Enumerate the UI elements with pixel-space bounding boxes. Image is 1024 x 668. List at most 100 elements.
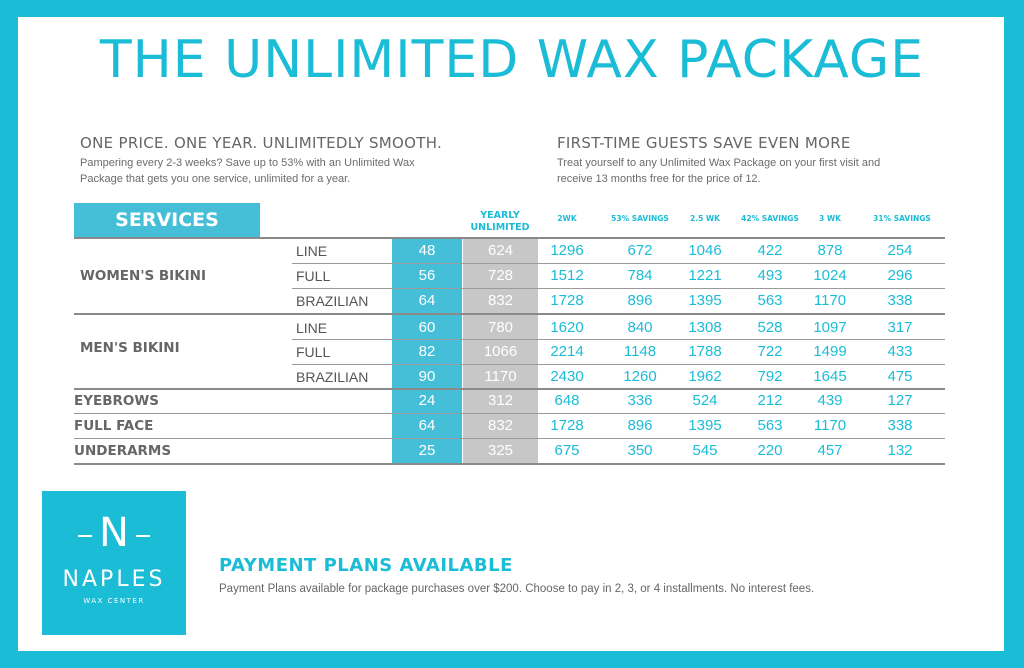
services-header: SERVICES: [74, 203, 260, 237]
yearly-cell: 312: [487, 392, 514, 409]
col-yearly-line1: YEARLY: [480, 210, 520, 221]
price-cell: 64: [418, 292, 436, 309]
3wk-cell: 1499: [813, 343, 847, 360]
yearly-cell: 780: [487, 319, 514, 336]
col-25wk: 2.5 WK: [690, 214, 720, 223]
row-rule: [292, 339, 945, 340]
naples-wax-center-logo: N NAPLES WAX CENTER: [42, 491, 186, 635]
category-mens-bikini: MEN'S BIKINI: [80, 340, 180, 356]
25wk-cell: 1221: [688, 267, 722, 284]
53-savings-cell: 1148: [623, 343, 657, 360]
25wk-cell: 1962: [688, 368, 722, 385]
31-savings-cell: 296: [887, 267, 913, 284]
category-eyebrows: EYEBROWS: [74, 393, 159, 409]
price-cell: 60: [418, 319, 436, 336]
2wk-cell: 648: [554, 392, 580, 409]
intro-left-line1: Pampering every 2-3 weeks? Save up to 53…: [80, 157, 415, 169]
42-savings-cell: 528: [757, 319, 783, 336]
25wk-cell: 1308: [688, 319, 722, 336]
2wk-cell: 1728: [550, 292, 584, 309]
intro-right-line1: Treat yourself to any Unlimited Wax Pack…: [557, 157, 881, 169]
category-womens-bikini: WOMEN'S BIKINI: [80, 268, 206, 284]
42-savings-cell: 792: [757, 368, 783, 385]
3wk-cell: 1024: [813, 267, 847, 284]
price-column-band: [392, 238, 462, 464]
53-savings-cell: 672: [627, 242, 653, 259]
category-underarms: UNDERARMS: [74, 443, 172, 459]
group-rule: [74, 313, 945, 315]
payment-plans-heading: PAYMENT PLANS AVAILABLE: [219, 555, 513, 576]
2wk-cell: 1728: [550, 417, 584, 434]
yearly-cell: 624: [487, 242, 514, 259]
logo-dash-right: [136, 535, 150, 537]
25wk-cell: 1788: [688, 343, 722, 360]
yearly-cell: 1066: [483, 343, 518, 360]
53-savings-cell: 350: [627, 442, 653, 459]
53-savings-cell: 784: [627, 267, 653, 284]
table-bottom-rule: [74, 463, 945, 465]
53-savings-cell: 1260: [623, 368, 657, 385]
col-2wk: 2WK: [557, 214, 577, 223]
3wk-cell: 1645: [813, 368, 847, 385]
col-yearly-unlimited: YEARLY UNLIMITED: [465, 210, 535, 234]
group-rule: [74, 388, 945, 390]
intro-left-line2: Package that gets you one service, unlim…: [80, 173, 351, 185]
logo-tagline: WAX CENTER: [83, 597, 145, 605]
42-savings-cell: 422: [757, 242, 783, 259]
row-rule: [74, 438, 945, 439]
2wk-cell: 2430: [550, 368, 584, 385]
53-savings-cell: 896: [627, 292, 653, 309]
53-savings-cell: 336: [627, 392, 653, 409]
row-rule: [74, 413, 945, 414]
col-42-savings: 42% SAVINGS: [741, 214, 799, 223]
25wk-cell: 1395: [688, 292, 722, 309]
intro-right-line2: receive 13 months free for the price of …: [557, 173, 761, 185]
42-savings-cell: 220: [757, 442, 783, 459]
yearly-cell: 325: [487, 442, 514, 459]
service-option: BRAZILIAN: [296, 369, 369, 385]
category-full-face: FULL FACE: [74, 418, 154, 434]
3wk-cell: 1170: [813, 417, 847, 434]
31-savings-cell: 127: [887, 392, 913, 409]
row-rule: [292, 288, 945, 289]
page-title: THE UNLIMITED WAX PACKAGE: [99, 30, 925, 90]
service-option: LINE: [296, 320, 328, 336]
service-option: BRAZILIAN: [296, 293, 369, 309]
2wk-cell: 1620: [550, 319, 584, 336]
42-savings-cell: 722: [757, 343, 783, 360]
3wk-cell: 1170: [813, 292, 847, 309]
row-rule: [292, 263, 945, 264]
2wk-cell: 1512: [550, 267, 584, 284]
25wk-cell: 545: [692, 442, 718, 459]
31-savings-cell: 317: [887, 319, 913, 336]
row-rule: [292, 364, 945, 365]
53-savings-cell: 896: [627, 417, 653, 434]
42-savings-cell: 493: [757, 267, 783, 284]
logo-letter: N: [99, 510, 129, 556]
3wk-cell: 439: [817, 392, 843, 409]
col-yearly-line2: UNLIMITED: [470, 222, 530, 233]
yearly-cell: 832: [487, 292, 514, 309]
31-savings-cell: 338: [887, 417, 913, 434]
31-savings-cell: 433: [887, 343, 913, 360]
25wk-cell: 1395: [688, 417, 722, 434]
31-savings-cell: 254: [887, 242, 913, 259]
2wk-cell: 675: [554, 442, 580, 459]
2wk-cell: 2214: [550, 343, 584, 360]
price-cell: 56: [418, 267, 436, 284]
col-31-savings: 31% SAVINGS: [873, 214, 931, 223]
yearly-cell: 728: [487, 267, 514, 284]
logo-name: NAPLES: [62, 567, 166, 592]
53-savings-cell: 840: [627, 319, 653, 336]
price-cell: 24: [418, 392, 436, 409]
service-option: FULL: [296, 344, 331, 360]
service-option: FULL: [296, 268, 331, 284]
price-cell: 82: [418, 343, 436, 360]
yearly-cell: 832: [487, 417, 514, 434]
3wk-cell: 878: [817, 242, 843, 259]
yearly-cell: 1170: [484, 368, 517, 385]
25wk-cell: 1046: [688, 242, 722, 259]
col-53-savings: 53% SAVINGS: [611, 214, 669, 223]
logo-dash-left: [78, 535, 92, 537]
intro-left-heading: ONE PRICE. ONE YEAR. UNLIMITEDLY SMOOTH.: [80, 134, 443, 152]
